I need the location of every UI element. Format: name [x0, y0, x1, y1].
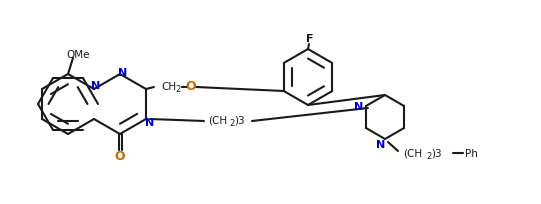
Text: 2: 2 — [426, 152, 432, 161]
Text: O: O — [115, 150, 126, 163]
Text: N: N — [377, 139, 386, 149]
Text: O: O — [186, 80, 196, 93]
Text: (CH: (CH — [208, 115, 228, 125]
Text: OMe: OMe — [66, 50, 90, 60]
Text: N: N — [118, 68, 128, 78]
Text: Ph: Ph — [465, 148, 478, 158]
Text: )3: )3 — [235, 115, 245, 125]
Text: N: N — [146, 118, 155, 127]
Text: 2: 2 — [229, 119, 235, 128]
Text: F: F — [306, 34, 314, 44]
Text: CH: CH — [161, 82, 176, 92]
Text: (CH: (CH — [404, 148, 423, 158]
Text: 2: 2 — [175, 85, 181, 94]
Text: N: N — [91, 81, 101, 91]
Text: )3: )3 — [432, 148, 443, 158]
Text: N: N — [354, 102, 364, 111]
